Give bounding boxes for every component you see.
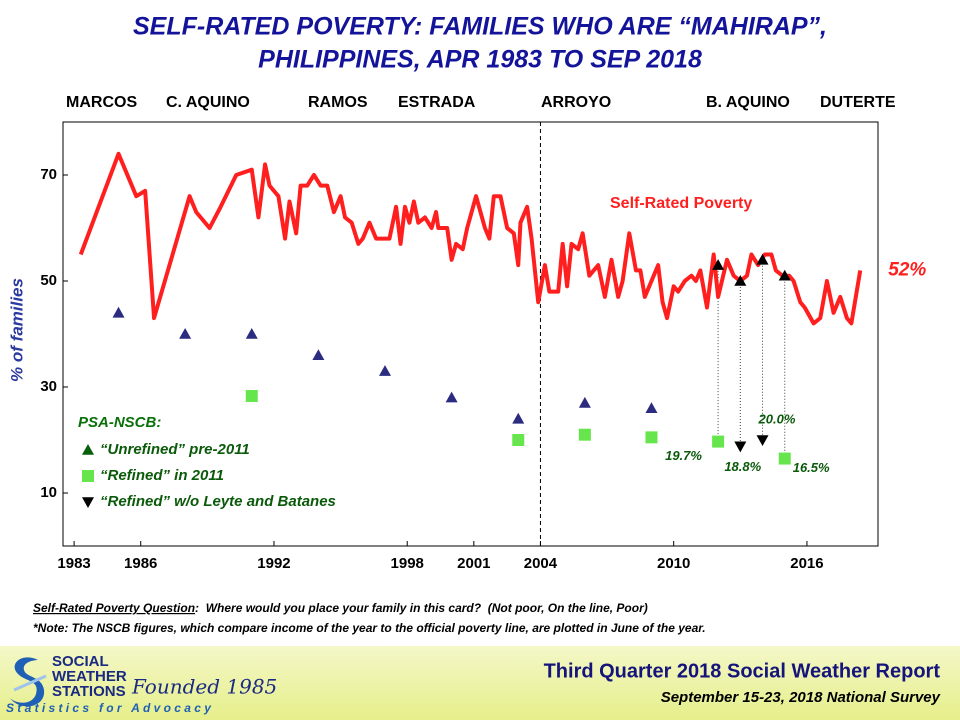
nscb-point — [578, 396, 591, 408]
line-marker — [712, 259, 725, 270]
era-label: B. AQUINO — [706, 94, 790, 111]
era-label: C. AQUINO — [166, 94, 250, 111]
nscb-point — [645, 402, 658, 413]
y-tick-label: 30 — [40, 378, 57, 395]
y-axis-label: % of families — [7, 278, 26, 382]
x-tick-label: 2001 — [457, 555, 490, 572]
chart-title: SELF-RATED POVERTY: FAMILIES WHO ARE “MA… — [133, 13, 827, 41]
footnote: *Note: The NSCB figures, which compare i… — [33, 621, 706, 635]
logo-mark — [10, 657, 45, 707]
value-label: 18.8% — [724, 459, 761, 474]
value-label: 20.0% — [758, 411, 796, 426]
footnote-text: : Where would you place your family in t… — [195, 601, 648, 615]
nscb-point — [512, 434, 525, 446]
nscb-point — [379, 365, 392, 376]
logo-text: STATIONS — [52, 683, 126, 700]
x-tick-label: 2010 — [657, 555, 690, 572]
logo-stripe — [13, 674, 47, 692]
era-label: ARROYO — [541, 94, 611, 111]
report-title: Third Quarter 2018 Social Weather Report — [544, 660, 941, 682]
nscb-point — [245, 390, 258, 403]
value-label: 16.5% — [793, 460, 830, 475]
line-marker — [734, 275, 747, 286]
logo-text: WEATHER — [52, 668, 127, 685]
logo-founded: Founded 1985 — [131, 675, 277, 699]
nscb-point — [112, 306, 125, 318]
nscb-point — [245, 328, 258, 339]
legend-marker — [82, 497, 94, 508]
logo-motto: Statistics for Advocacy — [6, 701, 214, 715]
nscb-point — [179, 328, 192, 339]
nscb-point — [312, 349, 325, 360]
series-label: Self-Rated Poverty — [610, 195, 752, 212]
x-tick-label: 1983 — [57, 555, 90, 572]
legend-label: “Refined” w/o Leyte and Batanes — [100, 493, 336, 510]
logo-text: SOCIAL — [52, 653, 109, 670]
y-tick-label: 50 — [40, 272, 57, 289]
era-label: MARCOS — [66, 94, 137, 111]
nscb-point — [578, 428, 591, 441]
y-tick-label: 70 — [40, 166, 57, 183]
x-tick-label: 1992 — [257, 555, 290, 572]
x-tick-label: 2004 — [524, 555, 558, 572]
value-label: 52% — [888, 259, 926, 280]
era-label: DUTERTE — [820, 94, 896, 111]
era-label: ESTRADA — [398, 94, 476, 111]
nscb-point — [712, 435, 725, 448]
chart-title: PHILIPPINES, APR 1983 TO SEP 2018 — [258, 46, 702, 74]
legend-marker — [82, 444, 94, 455]
x-tick-label: 1986 — [124, 555, 157, 572]
footnote: Self-Rated Poverty Question: Where would… — [33, 601, 648, 615]
plot-frame — [62, 121, 879, 547]
x-tick-label: 1998 — [391, 555, 424, 572]
legend-label: “Refined” in 2011 — [100, 467, 224, 484]
poverty-line — [78, 151, 863, 326]
legend-title: PSA-NSCB: — [78, 414, 161, 431]
nscb-point — [734, 441, 747, 453]
legend-marker — [82, 470, 94, 482]
nscb-point — [778, 452, 791, 465]
footer-band — [0, 646, 960, 720]
legend-label: “Unrefined” pre-2011 — [100, 441, 250, 458]
y-tick-label: 10 — [40, 484, 57, 501]
x-tick-label: 2016 — [790, 555, 823, 572]
nscb-point — [645, 431, 658, 444]
line-marker — [756, 253, 769, 265]
report-date: September 15-23, 2018 National Survey — [661, 689, 941, 706]
value-label: 19.7% — [665, 448, 702, 463]
nscb-point — [756, 435, 769, 446]
line-marker — [778, 269, 791, 281]
footnote-label: Self-Rated Poverty Question — [33, 601, 195, 615]
era-label: RAMOS — [308, 94, 368, 111]
nscb-point — [445, 391, 458, 403]
nscb-point — [512, 412, 525, 424]
